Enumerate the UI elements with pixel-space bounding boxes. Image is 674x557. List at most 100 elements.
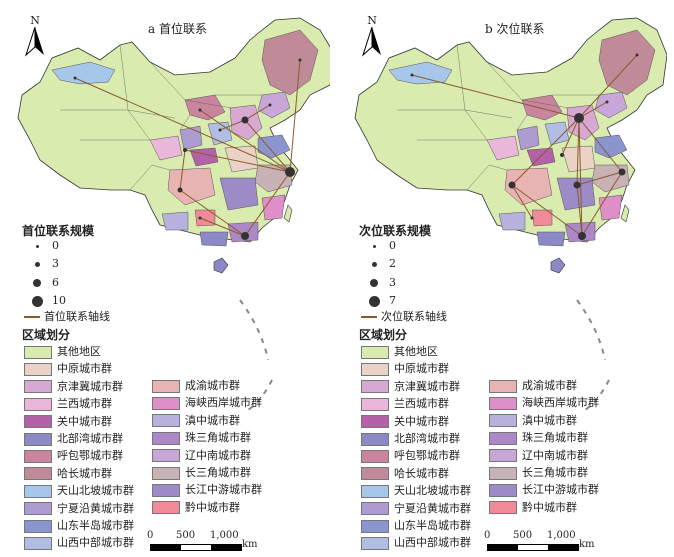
north-arrow-icon: N [361,14,383,61]
region-label: 哈长城市群 [394,466,449,480]
region-label: 珠三角城市群 [522,431,588,445]
south-sea-boundary-2 [247,379,273,411]
panel-title: b 次位联系 [485,22,545,36]
region-label: 哈长城市群 [57,466,112,480]
region-legend-item: 珠三角城市群 [152,430,251,445]
region-legend-item: 其他地区 [24,344,101,359]
region-swatch [361,467,389,481]
region-label: 兰西城市群 [394,397,449,411]
region-legend-item: 兰西城市群 [24,396,112,411]
region-label: 辽中南城市群 [522,448,588,462]
province-borders [397,44,599,191]
axis-legend: 首位联系轴线 [24,308,110,324]
region-legend-item: 其他地区 [361,344,438,359]
region-legend-item: 北部湾城市群 [24,431,123,446]
region-legend-item: 中原城市群 [24,361,112,376]
liaozhongnan-region [257,91,291,119]
scale-item: 0 [367,238,396,254]
region-swatch [152,449,180,463]
region-legend-item: 山西中部城市群 [24,535,134,550]
region-swatch [24,502,52,516]
north-arrow-icon: N [24,14,46,61]
region-swatch [24,362,52,376]
region-legend-item: 呼包鄂城市群 [24,448,123,463]
region-legend-item: 黔中城市群 [152,500,240,515]
region-label: 北部湾城市群 [57,432,123,445]
region-legend-item: 中原城市群 [361,361,449,376]
region-swatch [152,501,180,515]
region-swatch [489,501,517,515]
liaozhongnan-region [594,91,628,119]
scale-item: 10 [30,293,66,309]
region-legend-item: 天山北坡城市群 [361,483,471,498]
region-swatch [361,345,389,359]
region-legend-item: 辽中南城市群 [489,448,588,463]
region-swatch [361,415,389,429]
haixi-region [261,194,286,221]
taiwan-island [620,204,630,223]
region-label: 长三角城市群 [185,466,251,479]
region-legend-item: 山西中部城市群 [361,535,471,550]
region-label: 呼包鄂城市群 [57,449,123,463]
region-legend-item: 哈长城市群 [24,466,112,481]
scale-legend-title: 次位联系规模 [359,224,432,238]
region-legend-item: 山东半岛城市群 [361,518,471,533]
region-label: 辽中南城市群 [185,448,251,462]
south-sea-boundary [576,299,606,361]
region-legend-item: 兰西城市群 [361,396,449,411]
region-swatch [24,467,52,481]
scale-item: 6 [30,275,59,291]
region-label: 京津冀城市群 [394,379,460,393]
taiwan-island [283,204,293,223]
region-label: 滇中城市群 [522,413,577,427]
tianshan-region [51,61,116,85]
map-panel-b: N b 次位联系 次位联系规模 0 2 3 7 次位联系轴线 区域划分 其他地区… [337,0,667,557]
region-label: 天山北坡城市群 [394,484,471,498]
map-panel-a: N a 首位联系 首位联系规模 0 3 6 10 首位联系轴线 区域划分 其他地… [0,0,330,557]
region-swatch [361,484,389,498]
region-label: 宁夏沿黄城市群 [57,501,134,515]
region-label: 滇中城市群 [185,413,240,427]
region-legend-title: 区域划分 [22,328,71,342]
region-swatch [489,466,517,480]
connection-axes [74,59,301,237]
north-letter: N [30,14,40,27]
region-label: 其他地区 [57,345,101,358]
china-map-b [354,17,667,411]
south-sea-boundary-2 [584,379,610,411]
region-legend-item: 黔中城市群 [489,500,577,515]
region-swatch [152,414,180,428]
changsanjiao-region [254,164,293,193]
region-legend-item: 辽中南城市群 [152,448,251,463]
region-label: 黔中城市群 [522,500,577,514]
region-label: 北部湾城市群 [394,432,460,445]
region-swatch [24,380,52,394]
dianzhong-region [161,211,189,231]
region-swatch [361,397,389,411]
region-label: 长江中游城市群 [185,483,262,497]
region-label: 珠三角城市群 [185,431,251,445]
region-label: 京津冀城市群 [57,379,123,393]
region-swatch [361,380,389,394]
region-label: 黔中城市群 [185,500,240,514]
region-label: 其他地区 [394,345,438,358]
changjiang-region [219,177,259,211]
region-swatch [361,362,389,376]
beibuwan-region [536,231,566,247]
region-label: 兰西城市群 [57,397,112,411]
region-legend-item: 成渝城市群 [152,378,240,393]
scale-item: 3 [30,256,59,272]
region-swatch [361,519,389,533]
region-swatch [489,431,517,445]
region-legend-item: 长三角城市群 [152,465,251,480]
region-swatch [152,396,180,410]
scale-item: 2 [367,256,396,272]
lanxi-region [486,135,520,161]
chengyu-region [504,167,553,206]
ningxia-region [516,125,540,151]
china-map-a [17,17,330,411]
region-legend-item: 京津冀城市群 [24,379,123,394]
zhusanjiao-region [227,221,259,243]
scale-legend-title: 首位联系规模 [22,224,95,238]
region-label: 天山北坡城市群 [57,484,134,498]
